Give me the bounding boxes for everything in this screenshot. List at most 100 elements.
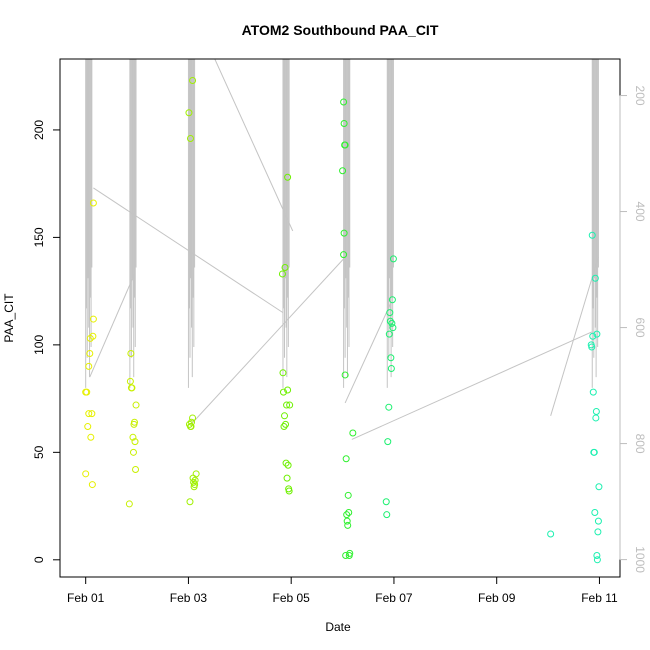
data-point (284, 461, 292, 469)
data-point (284, 386, 292, 394)
data-point (129, 448, 137, 456)
chart-title: ATOM2 Southbound PAA_CIT (242, 22, 439, 38)
y-tick-label: 100 (32, 335, 46, 355)
data-points-layer (82, 76, 603, 564)
right-tick-label: 400 (633, 202, 647, 222)
x-tick-label: Feb 09 (478, 591, 516, 605)
right-tick-label: 1000 (633, 546, 647, 573)
y-tick-label: 200 (32, 120, 46, 140)
data-point (188, 418, 196, 426)
data-point (386, 317, 394, 325)
data-point (284, 173, 292, 181)
data-point (281, 412, 289, 420)
data-point (125, 500, 133, 508)
data-point (278, 270, 286, 278)
data-point (591, 509, 599, 517)
data-point (189, 76, 197, 84)
data-point (130, 418, 138, 426)
data-point (590, 448, 598, 456)
data-point (89, 332, 97, 340)
data-point (589, 388, 597, 396)
data-point (87, 433, 95, 441)
data-point (128, 384, 136, 392)
data-point (594, 528, 602, 536)
right-axis: 200 400 600 800 1000 (619, 86, 647, 573)
data-point (86, 349, 94, 357)
data-point (186, 498, 194, 506)
y-tick-label: 50 (32, 445, 46, 459)
transit-track-line (351, 331, 592, 440)
data-point (341, 371, 349, 379)
data-point (339, 167, 347, 175)
data-point (186, 135, 194, 143)
data-point (389, 324, 397, 332)
data-point (132, 401, 140, 409)
y-tick-label: 0 (32, 556, 46, 563)
data-point (344, 521, 352, 529)
data-point (83, 388, 91, 396)
data-point (383, 511, 391, 519)
data-point (282, 459, 290, 467)
data-point (279, 369, 287, 377)
transit-track-line (214, 59, 294, 232)
right-tick-label: 600 (633, 318, 647, 338)
x-axis-label: Date (325, 620, 351, 634)
data-point (384, 438, 392, 446)
data-point (342, 455, 350, 463)
data-point (592, 407, 600, 415)
data-point (343, 517, 351, 525)
data-point (592, 414, 600, 422)
data-point (192, 470, 200, 478)
data-point (385, 330, 393, 338)
data-point (187, 423, 195, 431)
y-axis: 0 50 100 150 200 (32, 120, 61, 563)
x-tick-label: Feb 07 (375, 591, 413, 605)
data-point (88, 481, 96, 489)
data-point (129, 433, 137, 441)
x-tick-label: Feb 01 (67, 591, 105, 605)
data-point (85, 410, 93, 418)
data-point (131, 438, 139, 446)
data-point (387, 354, 395, 362)
data-point (191, 476, 199, 484)
data-point (342, 552, 350, 560)
data-point (340, 251, 348, 259)
x-tick-label: Feb 05 (273, 591, 311, 605)
right-tick-label: 800 (633, 434, 647, 454)
data-point (595, 483, 603, 491)
data-point (588, 231, 596, 239)
data-point (382, 498, 390, 506)
data-point (386, 309, 394, 317)
data-point (82, 470, 90, 478)
data-point (593, 330, 601, 338)
data-point (132, 466, 140, 474)
data-point (341, 141, 349, 149)
transit-track-line (344, 301, 392, 404)
data-point (349, 429, 357, 437)
data-point (89, 315, 97, 323)
data-point (340, 119, 348, 127)
x-axis: Feb 01 Feb 03 Feb 05 Feb 07 Feb 09 Feb 11 (67, 576, 618, 605)
transit-track-line (93, 187, 284, 314)
data-point (547, 530, 555, 538)
data-point (346, 549, 354, 557)
x-tick-label: Feb 03 (170, 591, 208, 605)
x-tick-label: Feb 11 (581, 591, 618, 605)
data-point (281, 263, 289, 271)
data-point (594, 517, 602, 525)
data-point (388, 296, 396, 304)
data-point (283, 474, 291, 482)
data-point (387, 365, 395, 373)
data-point (340, 229, 348, 237)
data-point (280, 423, 288, 431)
data-point (185, 109, 193, 117)
data-point (127, 349, 135, 357)
data-point (191, 481, 199, 489)
data-point (345, 509, 353, 517)
plot-frame (59, 58, 621, 578)
data-point (389, 255, 397, 263)
data-point (385, 403, 393, 411)
data-point (283, 401, 291, 409)
data-point (591, 274, 599, 282)
